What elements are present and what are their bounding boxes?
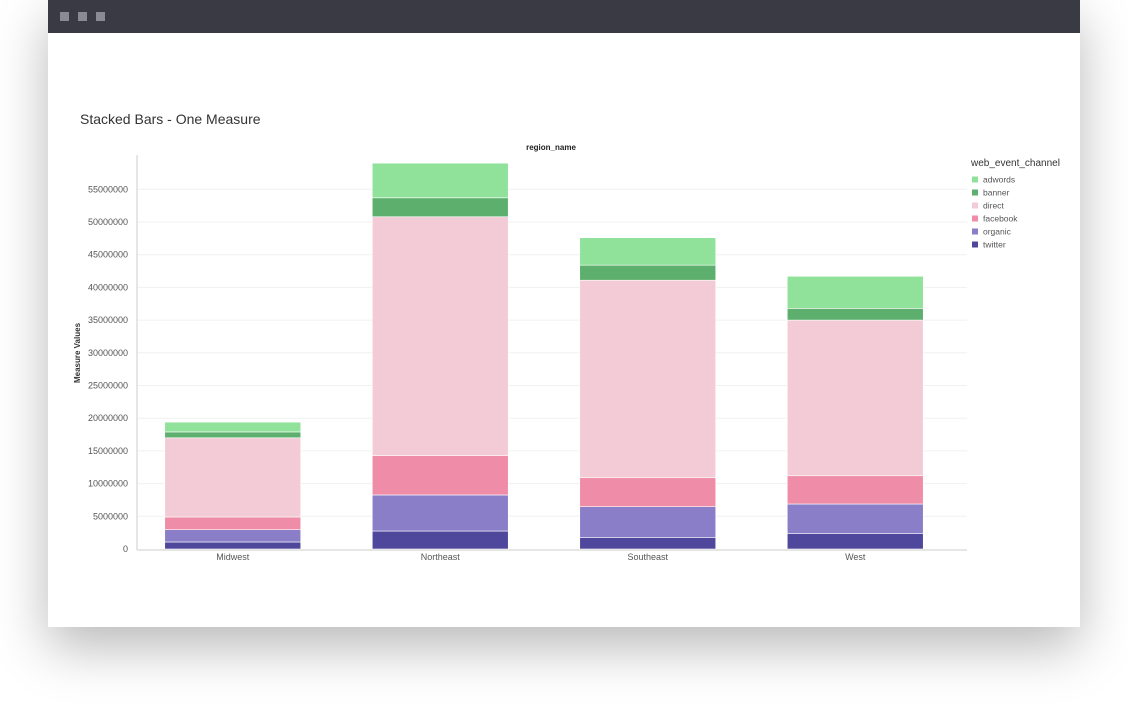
bar-segment-banner[interactable] [371, 197, 509, 218]
bar-segment-direct[interactable] [786, 319, 924, 477]
bar-segment-banner[interactable] [786, 308, 924, 321]
y-tick-label: 55000000 [88, 184, 128, 194]
bar-segment-organic[interactable] [579, 506, 717, 538]
legend-item-adwords[interactable]: adwords [972, 175, 1015, 185]
legend-label: adwords [983, 175, 1015, 185]
legend-label: organic [983, 227, 1012, 237]
bar-segment-twitter[interactable] [579, 537, 717, 550]
legend-swatch [972, 241, 978, 248]
x-tick-label: West [845, 552, 866, 562]
card-title: Stacked Bars - One Measure [80, 111, 261, 127]
bar-segment-organic[interactable] [371, 494, 509, 532]
bar-segment-twitter[interactable] [786, 533, 924, 550]
legend-swatch [972, 176, 978, 183]
legend-label: facebook [983, 214, 1018, 224]
legend-title: web_event_channel [970, 158, 1060, 169]
y-tick-label: 10000000 [88, 479, 128, 489]
title-bar [48, 0, 1080, 33]
legend-label: twitter [983, 240, 1006, 250]
legend-label: direct [983, 201, 1004, 211]
bar-segment-facebook[interactable] [579, 477, 717, 507]
y-tick-label: 20000000 [88, 413, 128, 423]
legend-item-organic[interactable]: organic [972, 227, 1012, 237]
window-button-3[interactable] [96, 12, 105, 21]
legend-item-direct[interactable]: direct [972, 201, 1004, 211]
bar-segment-facebook[interactable] [786, 475, 924, 505]
y-tick-label: 35000000 [88, 315, 128, 325]
bar-segment-twitter[interactable] [371, 530, 509, 550]
bar-segment-facebook[interactable] [164, 516, 302, 531]
bar-segment-adwords[interactable] [579, 237, 717, 266]
bar-segment-banner[interactable] [164, 431, 302, 439]
bar-segment-banner[interactable] [579, 264, 717, 281]
legend-label: banner [983, 188, 1010, 198]
y-tick-label: 15000000 [88, 446, 128, 456]
y-axis-label: Measure Values [73, 322, 82, 383]
bar-segment-organic[interactable] [164, 529, 302, 543]
legend-swatch [972, 189, 978, 196]
bar-segment-twitter[interactable] [164, 541, 302, 550]
y-tick-label: 5000000 [93, 511, 128, 521]
legend-item-banner[interactable]: banner [972, 188, 1010, 198]
chart-title: region_name [526, 143, 576, 152]
bar-segment-organic[interactable] [786, 503, 924, 534]
legend-item-twitter[interactable]: twitter [972, 240, 1006, 250]
window-button-2[interactable] [78, 12, 87, 21]
bar-segment-adwords[interactable] [371, 162, 509, 199]
bar-segment-direct[interactable] [579, 279, 717, 479]
y-tick-label: 30000000 [88, 348, 128, 358]
y-tick-label: 45000000 [88, 250, 128, 260]
window-button-1[interactable] [60, 12, 69, 21]
bar-segment-direct[interactable] [371, 216, 509, 456]
x-tick-label: Midwest [216, 552, 250, 562]
bar-segment-adwords[interactable] [786, 275, 924, 309]
y-tick-label: 0 [123, 544, 128, 554]
y-tick-label: 50000000 [88, 217, 128, 227]
x-tick-label: Northeast [421, 552, 461, 562]
legend-swatch [972, 215, 978, 222]
legend-item-facebook[interactable]: facebook [972, 214, 1018, 224]
bar-segment-direct[interactable] [164, 437, 302, 518]
y-tick-label: 40000000 [88, 282, 128, 292]
x-tick-label: Southeast [627, 552, 668, 562]
bar-segment-adwords[interactable] [164, 421, 302, 433]
y-tick-label: 25000000 [88, 381, 128, 391]
legend-swatch [972, 228, 978, 235]
legend-swatch [972, 202, 978, 209]
bar-segment-facebook[interactable] [371, 455, 509, 496]
